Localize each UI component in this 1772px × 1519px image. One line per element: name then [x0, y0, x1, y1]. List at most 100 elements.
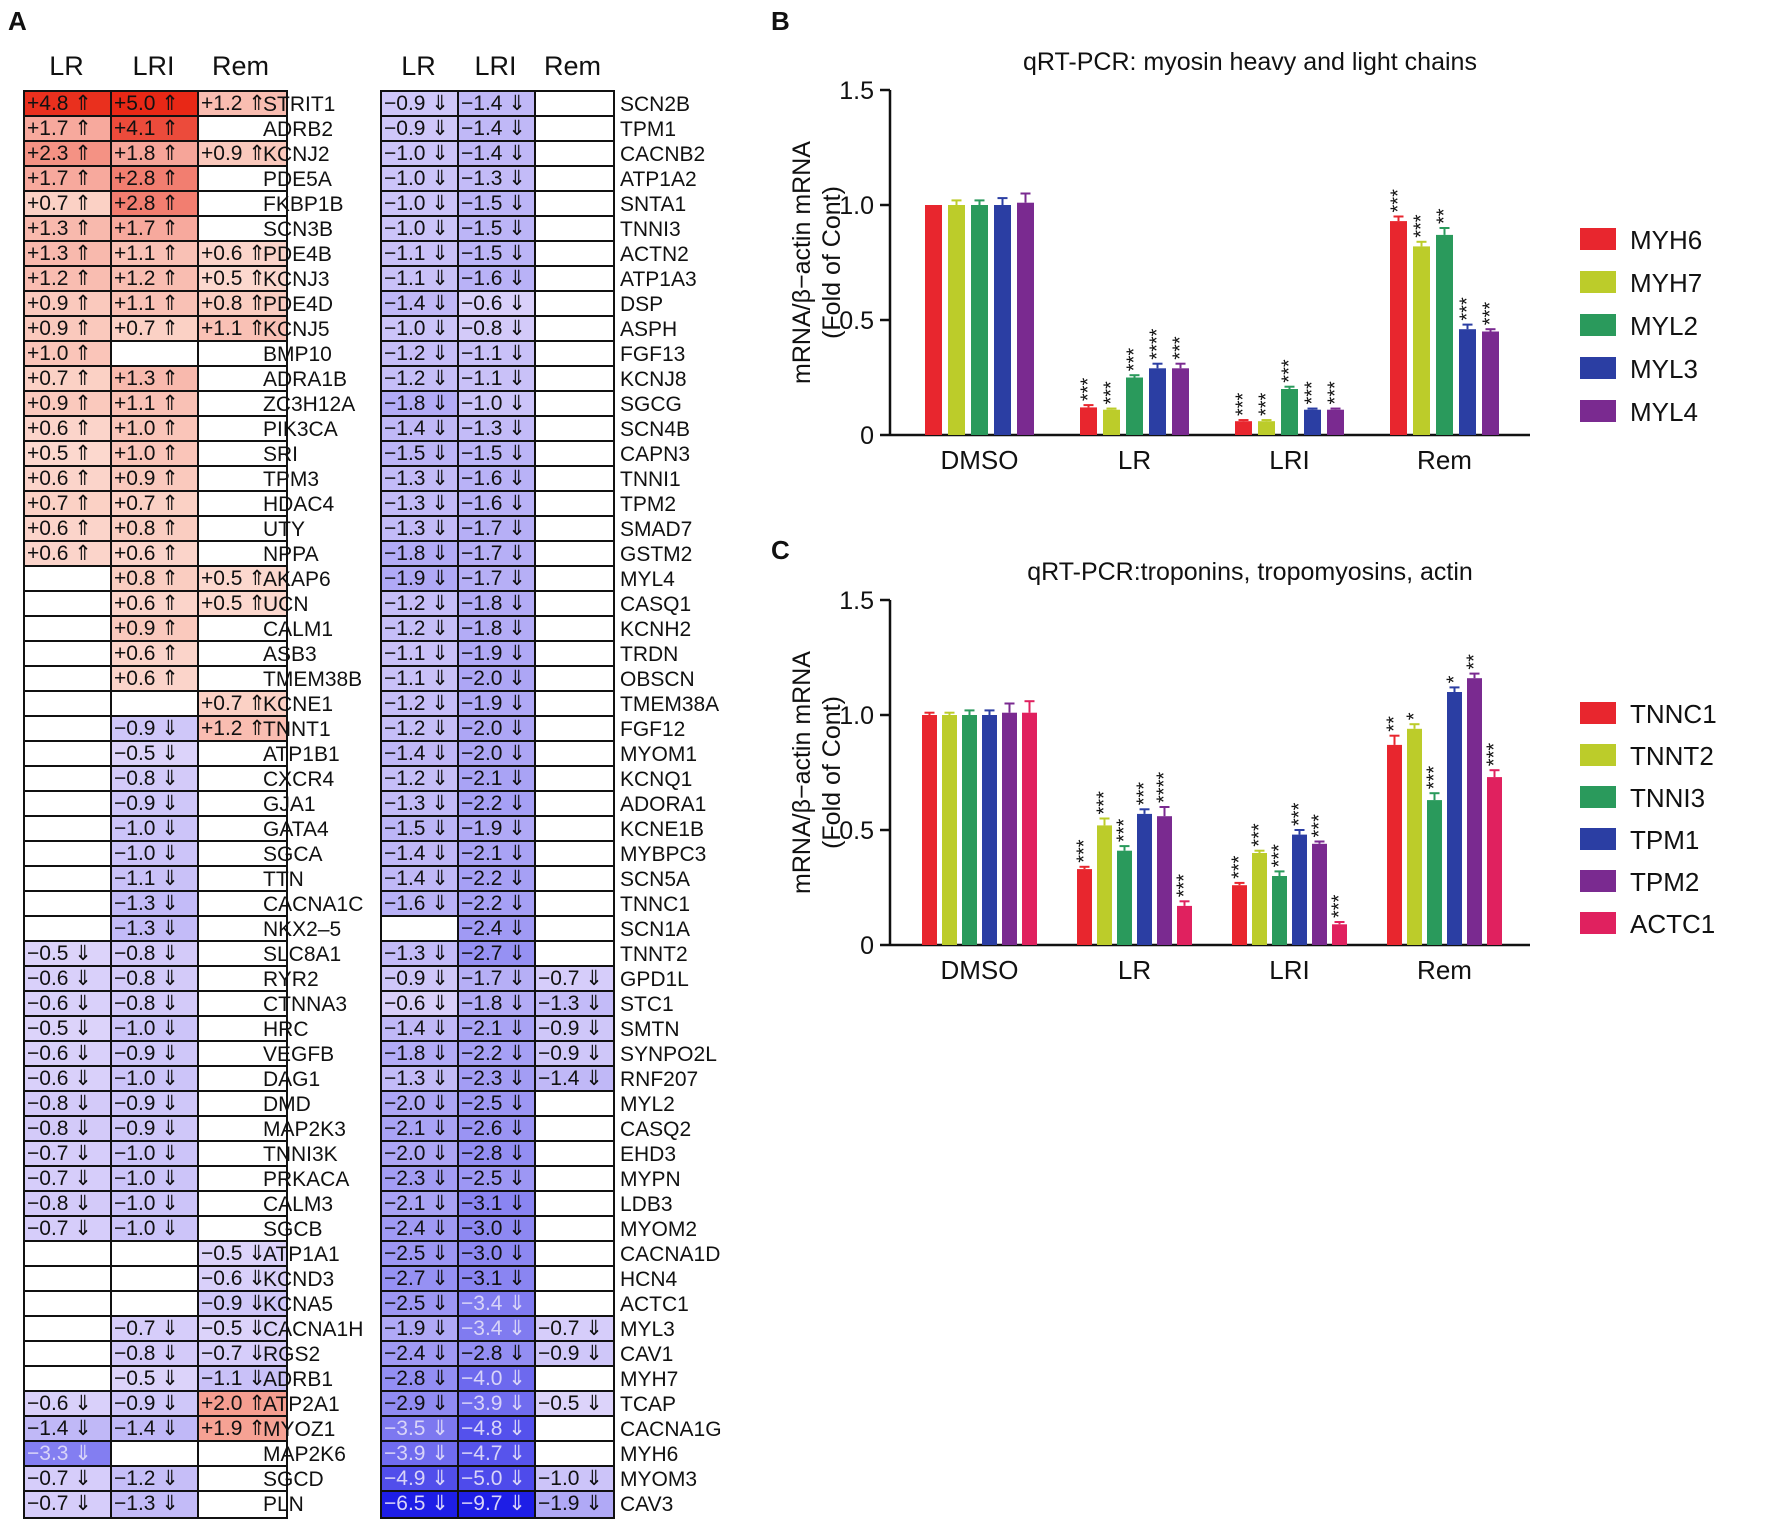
heatmap-cell: −1.9 ⇓	[382, 567, 459, 592]
gene-label: SMAD7	[620, 518, 693, 541]
heatmap-cell: −1.2 ⇓	[382, 342, 459, 367]
table-row: −0.8 ⇓ −0.7 ⇓	[25, 1342, 286, 1367]
heatmap-cell: −2.1 ⇓	[459, 842, 536, 867]
table-row: −1.0 ⇓ −1.5 ⇓	[382, 192, 613, 217]
table-row: −1.3 ⇓ −1.6 ⇓	[382, 492, 613, 517]
x-tick-label: LR	[1118, 955, 1151, 985]
gene-label: SCN2B	[620, 93, 691, 116]
heatmap-cell: −1.2 ⇓	[382, 367, 459, 392]
heatmap-cell	[536, 492, 613, 517]
gene-label: ADRB1	[263, 1368, 334, 1391]
heatmap-cell	[25, 767, 112, 792]
heatmap-cell: −1.5 ⇓	[382, 442, 459, 467]
gene-label: CACNB2	[620, 143, 706, 166]
heatmap-cell: +1.2 ⇑	[112, 267, 199, 292]
gene-label: NPPA	[263, 543, 319, 566]
table-row: +0.9 ⇑ +1.1 ⇑ +0.8 ⇑	[25, 292, 286, 317]
heatmap-cell	[25, 667, 112, 692]
heatmap-cell: −1.8 ⇓	[459, 992, 536, 1017]
heatmap-cell	[199, 1442, 286, 1467]
heatmap-cell	[199, 1492, 286, 1517]
heatmap-cell: −0.7 ⇓	[112, 1317, 199, 1342]
table-row: +4.8 ⇑ +5.0 ⇑ +1.2 ⇑	[25, 92, 286, 117]
gene-label: TNNI1	[620, 468, 681, 491]
heatmap-cell	[536, 692, 613, 717]
significance-label: ***	[1480, 302, 1502, 326]
heatmap-cell: +0.6 ⇑	[25, 542, 112, 567]
gene-label: SMTN	[620, 1018, 680, 1041]
heatmap-cell: −1.0 ⇓	[382, 192, 459, 217]
gene-label: SNTA1	[620, 193, 687, 216]
legend-swatch	[1580, 828, 1616, 850]
legend-label: MYH6	[1630, 225, 1702, 255]
heatmap-cell: +0.9 ⇑	[112, 617, 199, 642]
heatmap-cell: −2.5 ⇓	[382, 1292, 459, 1317]
legend-label: TNNC1	[1630, 699, 1717, 729]
gene-label: KCNE1	[263, 693, 334, 716]
heatmap-cell: −0.9 ⇓	[112, 792, 199, 817]
heatmap-cell: −0.7 ⇓	[25, 1167, 112, 1192]
heatmap-cell: +0.6 ⇑	[112, 642, 199, 667]
y-tick-label: 1.5	[839, 77, 874, 105]
heatmap-cell	[112, 1442, 199, 1467]
bar	[1332, 924, 1347, 945]
heatmap-cell	[199, 167, 286, 192]
bar	[948, 205, 965, 435]
heatmap-cell	[199, 792, 286, 817]
table-row: −2.7 ⇓ −3.1 ⇓	[382, 1267, 613, 1292]
panel-label-b: B	[771, 6, 790, 36]
heatmap-cell: +0.9 ⇑	[112, 467, 199, 492]
heatmap-cell	[536, 717, 613, 742]
heatmap-cell: −0.6 ⇓	[25, 1067, 112, 1092]
significance-label: ****	[1147, 328, 1169, 359]
table-row: −3.3 ⇓	[25, 1442, 286, 1467]
heatmap-cell: −1.2 ⇓	[382, 617, 459, 642]
gene-label: PLN	[263, 1493, 304, 1516]
gene-label: KCNA5	[263, 1293, 334, 1316]
heatmap-cell: −2.0 ⇓	[382, 1092, 459, 1117]
legend-label: ACTC1	[1630, 909, 1715, 939]
significance-label: *	[1444, 675, 1466, 683]
table-row: −1.8 ⇓ −1.7 ⇓	[382, 542, 613, 567]
heatmap-cell: −1.0 ⇓	[382, 317, 459, 342]
heatmap-cell: −0.5 ⇓	[199, 1317, 286, 1342]
y-axis-label: mRNA/β−actin mRNA	[788, 141, 816, 384]
heatmap-cell	[536, 1192, 613, 1217]
table-row: +0.6 ⇑	[25, 667, 286, 692]
heatmap-cell: +0.8 ⇑	[199, 292, 286, 317]
gene-label: SGCD	[263, 1468, 324, 1491]
bar	[1304, 409, 1321, 435]
heatmap-cell	[536, 417, 613, 442]
gene-label: MYOM2	[620, 1218, 698, 1241]
heatmap-cell: −0.6 ⇓	[25, 992, 112, 1017]
heatmap-cell	[25, 692, 112, 717]
bar	[1126, 377, 1143, 435]
heatmap-cell: −1.8 ⇓	[382, 542, 459, 567]
heatmap-cell: −2.7 ⇓	[382, 1267, 459, 1292]
gene-label: SCN4B	[620, 418, 691, 441]
table-row: −0.7 ⇓ −1.2 ⇓	[25, 1467, 286, 1492]
heatmap-cell: −1.5 ⇓	[459, 442, 536, 467]
bar	[1002, 712, 1017, 945]
heatmap-cell: −1.4 ⇓	[112, 1417, 199, 1442]
table-row: +2.3 ⇑ +1.8 ⇑ +0.9 ⇑	[25, 142, 286, 167]
gene-label: ATP1B1	[263, 743, 340, 766]
heatmap-cell: −0.9 ⇓	[199, 1292, 286, 1317]
heatmap-cell	[112, 1267, 199, 1292]
table-row: −1.4 ⇓ −2.1 ⇓ −0.9 ⇓	[382, 1017, 613, 1042]
legend-label: MYL4	[1630, 397, 1698, 427]
heatmap-cell: −1.9 ⇓	[536, 1492, 613, 1517]
heatmap-cell: −0.9 ⇓	[536, 1017, 613, 1042]
gene-label: MYBPC3	[620, 843, 707, 866]
gene-label: OBSCN	[620, 668, 695, 691]
heatmap-cell: +1.1 ⇑	[112, 392, 199, 417]
heatmap-cell: −0.9 ⇓	[382, 92, 459, 117]
heatmap-cell: −2.4 ⇓	[459, 917, 536, 942]
table-row: −1.2 ⇓ −1.1 ⇓	[382, 342, 613, 367]
col-header-lr: LR	[401, 51, 436, 81]
gene-label: ATP1A2	[620, 168, 697, 191]
heatmap-cell	[25, 892, 112, 917]
heatmap-cell: −4.8 ⇓	[459, 1417, 536, 1442]
heatmap-cell: −1.4 ⇓	[382, 417, 459, 442]
bar	[1077, 869, 1092, 945]
